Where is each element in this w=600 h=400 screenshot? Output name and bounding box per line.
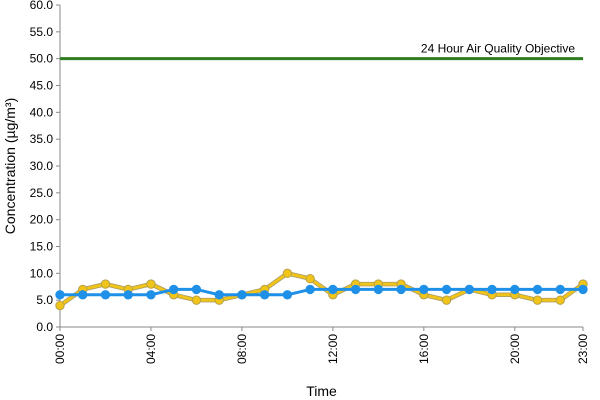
data-point: [237, 290, 247, 300]
data-point: [282, 290, 293, 300]
y-tick-label: 50.0: [30, 52, 54, 66]
data-point: [259, 290, 270, 300]
data-point: [532, 295, 543, 305]
data-point: [100, 279, 111, 289]
x-tick-label: 04:00: [144, 334, 158, 364]
y-tick-label: 25.0: [30, 186, 54, 200]
data-point: [305, 274, 315, 284]
y-tick-label: 15.0: [30, 240, 54, 254]
data-point: [532, 284, 543, 295]
data-point: [555, 295, 565, 305]
data-point: [510, 284, 520, 295]
data-point: [55, 290, 65, 300]
y-tick-label: 55.0: [30, 25, 54, 39]
data-point: [578, 284, 588, 295]
data-point: [191, 295, 202, 305]
data-point: [282, 268, 293, 279]
x-tick-label: 08:00: [235, 334, 249, 364]
data-point: [373, 284, 384, 295]
reference-line-group: 24 Hour Air Quality Objective: [60, 42, 583, 61]
data-point: [55, 300, 65, 311]
y-tick-label: 60.0: [30, 0, 54, 12]
series-2: [55, 284, 588, 300]
y-tick-label: 45.0: [30, 79, 54, 93]
data-point: [328, 284, 338, 295]
data-point: [123, 290, 133, 300]
x-tick-label: 12:00: [326, 334, 340, 364]
series-1: [55, 268, 588, 311]
data-point: [146, 279, 156, 289]
data-point: [441, 284, 452, 295]
data-point: [305, 284, 315, 295]
data-point: [419, 284, 429, 295]
data-point: [168, 284, 179, 295]
x-tick-label: 16:00: [417, 334, 431, 364]
data-point: [191, 284, 202, 295]
data-point: [100, 290, 111, 300]
y-tick-label: 20.0: [30, 213, 54, 227]
y-tick-label: 30.0: [30, 159, 54, 173]
x-tick-label: 20:00: [508, 334, 522, 364]
data-point: [146, 290, 156, 300]
data-point: [441, 295, 452, 305]
data-point: [464, 284, 475, 295]
x-tick-label: 00:00: [53, 334, 67, 364]
data-point: [396, 284, 406, 295]
air-quality-objective-label: 24 Hour Air Quality Objective: [421, 42, 575, 56]
x-tick-label: 23:00: [576, 334, 590, 364]
y-tick-label: 0.0: [36, 320, 53, 334]
y-tick-label: 5.0: [36, 293, 53, 307]
data-point: [350, 284, 361, 295]
x-axis-title: Time: [306, 383, 337, 399]
x-axis-ticks: 00:00 04:00 08:00 12:00 16:00 20:00 23:00: [53, 327, 590, 364]
y-tick-label: 35.0: [30, 132, 54, 146]
y-tick-label: 40.0: [30, 105, 54, 119]
data-point: [214, 290, 224, 300]
y-tick-label: 10.0: [30, 266, 54, 280]
series-group: [55, 268, 588, 311]
data-point: [78, 290, 88, 300]
y-axis-title: Concentration (µg/m³): [2, 98, 18, 234]
data-point: [555, 284, 565, 295]
data-point: [487, 284, 497, 295]
y-axis-ticks: 0.0 5.0 10.0 15.0 20.0 25.0 30.0 35.0 40.0 45.0 50…: [30, 0, 60, 334]
